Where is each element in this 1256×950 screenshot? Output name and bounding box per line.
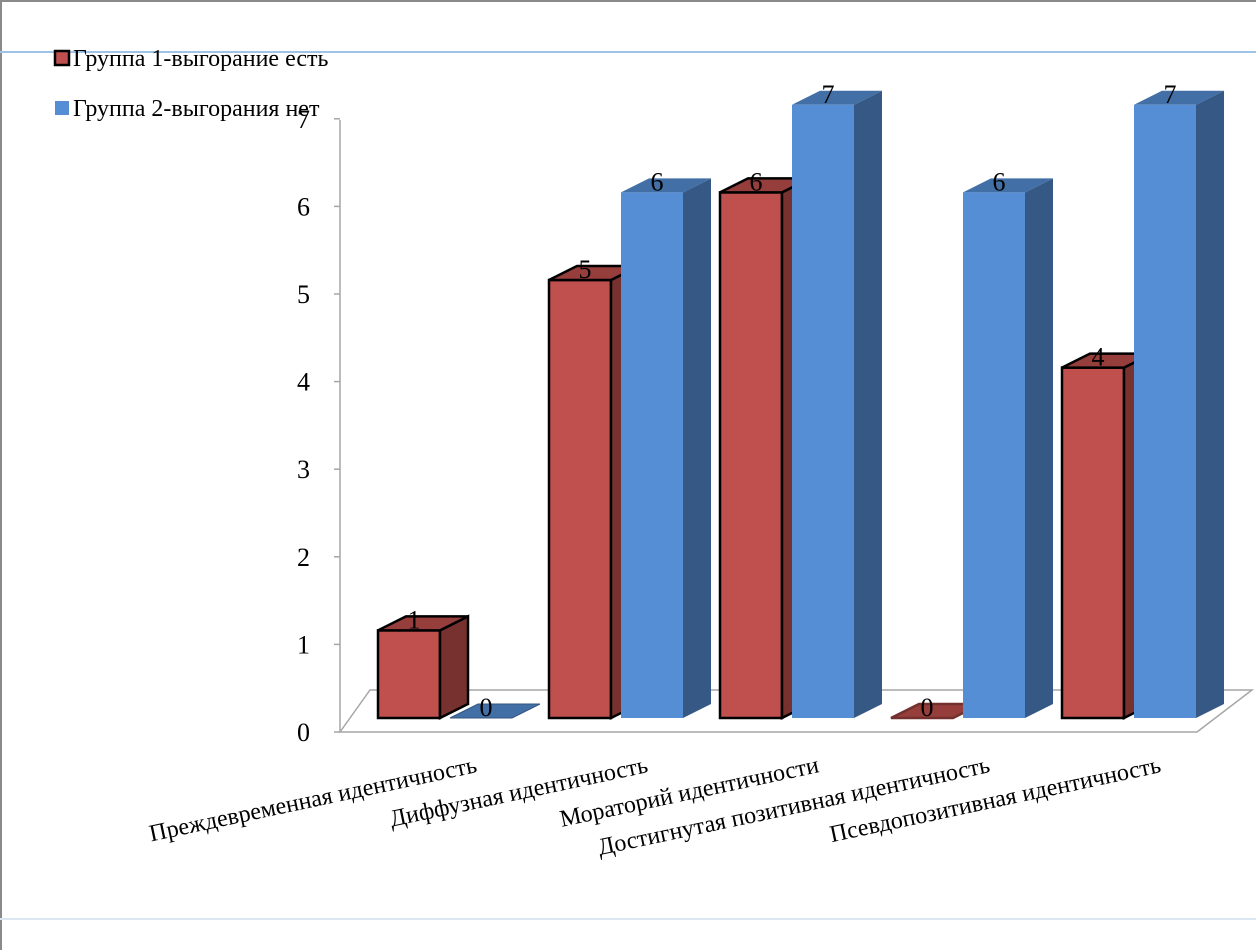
bar-side-face [683, 178, 711, 718]
bar-front-face [963, 192, 1025, 718]
bar-side-face [854, 90, 882, 719]
bar-side-face [1025, 178, 1053, 718]
chart-floor [338, 689, 1255, 733]
y-tick-label: 1 [297, 630, 310, 659]
bar-side-face [1196, 90, 1224, 719]
data-label: 1 [408, 605, 421, 634]
legend-swatch [55, 101, 69, 115]
data-label: 6 [993, 167, 1006, 196]
bar-top-face [621, 178, 711, 193]
bar-top-face [377, 615, 469, 632]
data-label: 4 [1092, 343, 1105, 372]
data-label: 6 [750, 167, 763, 196]
data-label: 0 [480, 693, 493, 722]
data-label: 5 [579, 255, 592, 284]
bar-2-2 [621, 178, 711, 718]
y-tick-label: 6 [297, 192, 310, 221]
data-label: 6 [651, 167, 664, 196]
bar-side-face [438, 614, 470, 721]
bar-top-face [963, 178, 1053, 193]
bar-2-3 [792, 90, 882, 719]
y-tick-label: 3 [297, 455, 310, 484]
bar-top-face [449, 703, 541, 719]
bar-front-face [376, 629, 442, 720]
bar-front-face [621, 192, 683, 718]
bar-front-face [1060, 366, 1126, 720]
data-label: 7 [1164, 80, 1177, 109]
legend: Группа 1-выгорание есть Группа 2-выгорани… [53, 46, 328, 122]
bar-2-4 [963, 178, 1053, 718]
bar-1-1 [376, 614, 470, 721]
bar-top-face [792, 90, 882, 105]
legend-label: Группа 2-выгорания нет [73, 96, 320, 122]
data-label: 0 [921, 693, 934, 722]
y-tick-label: 4 [297, 368, 310, 397]
bar-top-face [1134, 90, 1224, 105]
bar-front-face [1134, 104, 1196, 719]
bar-front-face [547, 278, 613, 720]
data-label: 7 [822, 80, 835, 109]
y-tick-label: 0 [297, 718, 310, 747]
bar-front-face [718, 191, 784, 720]
y-tick-label: 2 [297, 543, 310, 572]
legend-label: Группа 1-выгорание есть [73, 46, 328, 72]
y-tick-label: 5 [297, 280, 310, 309]
y-tick-label: 7 [297, 105, 310, 134]
bar-2-5 [1134, 90, 1224, 719]
bar-front-face [792, 104, 854, 719]
legend-swatch [53, 49, 71, 67]
bar-2-1 [449, 703, 541, 719]
